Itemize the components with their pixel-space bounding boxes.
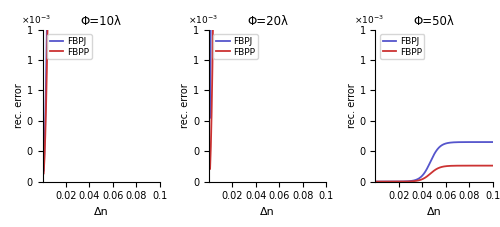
Text: $\times10^{-3}$: $\times10^{-3}$	[188, 14, 218, 27]
Y-axis label: rec. error: rec. error	[346, 83, 356, 128]
X-axis label: Δn: Δn	[260, 207, 275, 217]
Title: Φ=20λ: Φ=20λ	[247, 15, 288, 28]
Title: Φ=10λ: Φ=10λ	[80, 15, 122, 28]
Text: $\times10^{-3}$: $\times10^{-3}$	[22, 14, 52, 27]
Legend: FBPJ, FBPP: FBPJ, FBPP	[214, 34, 258, 59]
Legend: FBPJ, FBPP: FBPJ, FBPP	[380, 34, 424, 59]
X-axis label: Δn: Δn	[426, 207, 442, 217]
Text: $\times10^{-3}$: $\times10^{-3}$	[354, 14, 384, 27]
Y-axis label: rec. error: rec. error	[180, 83, 190, 128]
Title: Φ=50λ: Φ=50λ	[414, 15, 455, 28]
Y-axis label: rec. error: rec. error	[14, 83, 24, 128]
X-axis label: Δn: Δn	[94, 207, 108, 217]
Legend: FBPJ, FBPP: FBPJ, FBPP	[47, 34, 92, 59]
